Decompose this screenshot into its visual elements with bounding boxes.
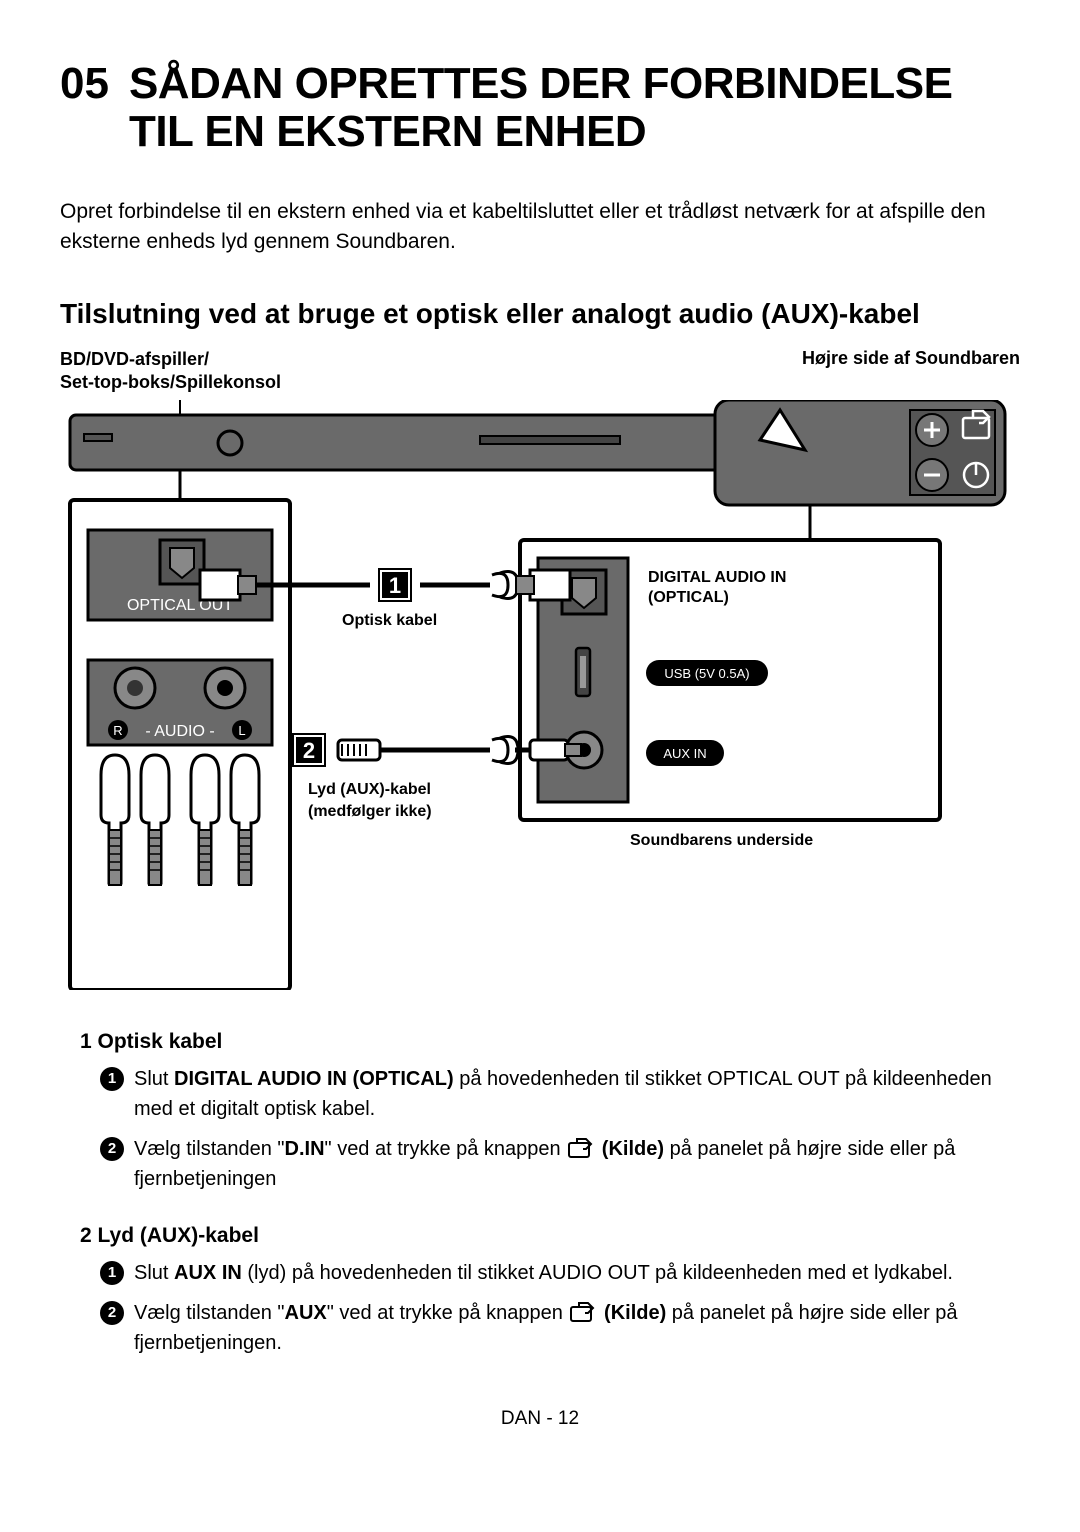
optical-out-port [160, 540, 204, 584]
svg-text:R: R [113, 723, 122, 738]
digital-in-label-1: DIGITAL AUDIO IN [648, 569, 786, 586]
page-footer: DAN - 12 [60, 1408, 1020, 1430]
diagram-top-left-label: BD/DVD-afspiller/ Set-top-boks/Spillekon… [60, 348, 281, 395]
step-number-icon: 2 [100, 1301, 124, 1325]
intro-paragraph: Opret forbindelse til en ekstern enhed v… [60, 197, 1020, 258]
soundbar-underside-label: Soundbarens underside [630, 832, 813, 849]
source-device-body [70, 415, 770, 470]
step-number-icon: 1 [100, 1067, 124, 1091]
aux-in-label: AUX IN [663, 746, 706, 761]
instr1-step-2: 2 Vælg tilstanden "D.IN" ved at trykke p… [100, 1134, 1020, 1194]
aux-cable-label-2: (medfølger ikke) [308, 803, 432, 820]
section-title: Tilslutning ved at bruge et optisk eller… [60, 298, 1020, 330]
instr2-heading: 2 Lyd (AUX)-kabel [80, 1224, 1020, 1248]
instr2-step-2: 2 Vælg tilstanden "AUX" ved at trykke på… [100, 1298, 1020, 1358]
aux-cable [338, 737, 581, 764]
svg-text:- AUDIO -: - AUDIO - [145, 723, 214, 740]
usb-label: USB (5V 0.5A) [664, 666, 749, 681]
instr1-heading: 1 Optisk kabel [80, 1030, 1020, 1054]
instruction-block-2: 2 Lyd (AUX)-kabel 1 Slut AUX IN (lyd) på… [60, 1224, 1020, 1358]
optical-cable-label: Optisk kabel [342, 612, 437, 629]
chapter-number: 05 [60, 60, 109, 108]
connection-diagram: OPTICAL OUT R - AUDIO - L DIGIT [60, 400, 1020, 990]
step-number-icon: 1 [100, 1261, 124, 1285]
chapter-title: SÅDAN OPRETTES DER FORBINDELSE TIL EN EK… [129, 60, 1020, 157]
diagram-top-labels: BD/DVD-afspiller/ Set-top-boks/Spillekon… [60, 348, 1020, 395]
aux-cable-label-1: Lyd (AUX)-kabel [308, 781, 431, 798]
source-button-icon [568, 1301, 598, 1323]
instr2-step-1: 1 Slut AUX IN (lyd) på hovedenheden til … [100, 1258, 1020, 1288]
diagram-top-right-label: Højre side af Soundbaren [802, 348, 1020, 395]
chapter-heading: 05 SÅDAN OPRETTES DER FORBINDELSE TIL EN… [60, 60, 1020, 157]
step-number-icon: 2 [100, 1137, 124, 1161]
svg-text:L: L [238, 723, 245, 738]
instr1-step-1: 1 Slut DIGITAL AUDIO IN (OPTICAL) på hov… [100, 1064, 1020, 1124]
instruction-block-1: 1 Optisk kabel 1 Slut DIGITAL AUDIO IN (… [60, 1030, 1020, 1194]
source-button-icon [566, 1137, 596, 1159]
svg-text:2: 2 [303, 738, 315, 763]
svg-text:1: 1 [389, 573, 401, 598]
digital-in-label-2: (OPTICAL) [648, 589, 729, 606]
